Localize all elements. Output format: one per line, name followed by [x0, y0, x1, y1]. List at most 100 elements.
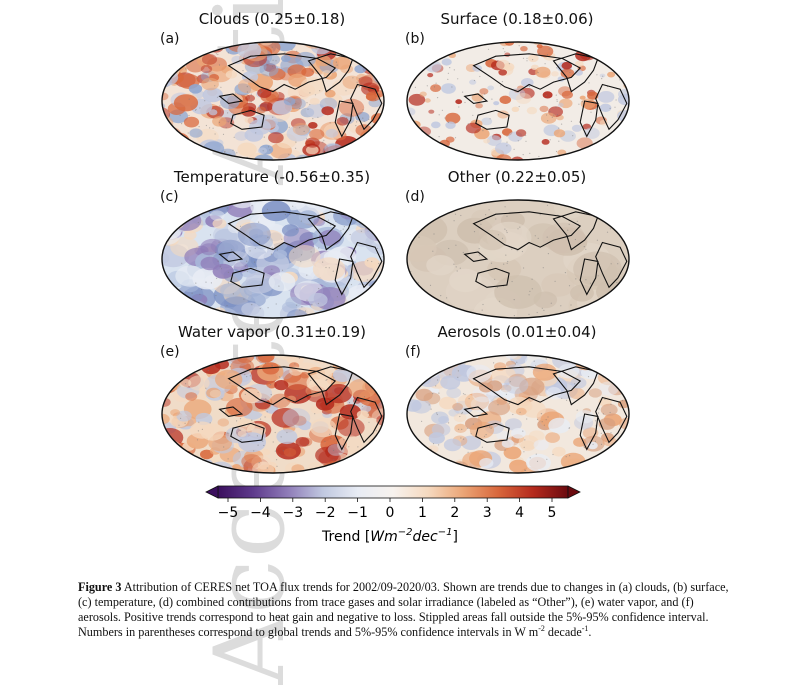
stipple-dot [453, 263, 455, 265]
stipple-dot [174, 371, 176, 373]
stipple-dot [602, 413, 604, 415]
stipple-dot [627, 55, 629, 58]
stipple-dot [462, 91, 464, 93]
trend-patch [339, 98, 365, 117]
stipple-dot [335, 61, 337, 63]
stipple-dot [505, 230, 508, 232]
stipple-dot [179, 460, 181, 462]
coastline [350, 396, 383, 444]
stipple-dot [343, 226, 345, 228]
stipple-dot [254, 247, 256, 249]
stipple-dot [480, 223, 482, 225]
stipple-dot [533, 360, 535, 362]
stipple-dot [438, 392, 440, 394]
trend-patch [356, 410, 369, 419]
trend-patch [188, 375, 210, 391]
stipple-dot [492, 135, 494, 137]
trend-patch [620, 69, 629, 80]
trend-patch [373, 154, 384, 160]
stipple-dot [506, 231, 508, 234]
stipple-dot [457, 78, 459, 80]
stipple-dot [561, 355, 563, 357]
coastline [227, 53, 337, 93]
trend-patch [488, 399, 511, 416]
trend-patch [602, 200, 629, 223]
trend-patch [498, 69, 507, 76]
stipple-dot [583, 208, 585, 210]
trend-patch [407, 122, 414, 131]
trend-patch [444, 42, 456, 48]
stipple-dot [538, 53, 540, 55]
stipple-dot [288, 153, 290, 155]
stipple-dot [517, 140, 519, 142]
trend-patch [212, 218, 227, 229]
stipple-dot [348, 402, 351, 404]
stipple-dot [429, 218, 431, 220]
trend-patch [345, 355, 366, 362]
stipple-dot [558, 127, 560, 129]
stipple-dot [624, 62, 627, 65]
stipple-dot [354, 41, 355, 42]
stipple-dot [552, 319, 553, 320]
stipple-dot [462, 393, 465, 395]
stipple-dot [251, 419, 253, 421]
stipple-dot [621, 452, 623, 454]
trend-patch [571, 42, 579, 44]
stipple-dot [521, 250, 523, 253]
stipple-dot [255, 267, 257, 269]
stipple-dot [497, 60, 499, 62]
stipple-dot [203, 204, 206, 207]
stipple-dot [300, 220, 302, 222]
stipple-dot [262, 150, 264, 152]
stipple-dot [336, 296, 338, 298]
trend-patch [360, 298, 375, 308]
stipple-dot [296, 304, 298, 306]
stipple-dot [461, 428, 463, 430]
stipple-dot [584, 51, 586, 53]
stipple-dot [407, 463, 409, 466]
map-border [406, 199, 630, 319]
map-border [161, 199, 385, 319]
stipple-dot [570, 304, 572, 306]
stipple-dot [342, 228, 344, 230]
stipple-dot [374, 460, 376, 462]
stipple-dot [430, 448, 432, 450]
stipple-dot [365, 371, 367, 373]
trend-patch [535, 66, 551, 78]
stipple-dot [628, 458, 629, 460]
stipple-dot [601, 357, 603, 359]
trend-patch [172, 210, 202, 231]
stipple-dot [246, 156, 248, 158]
stipple-dot [528, 294, 530, 296]
stipple-dot [421, 420, 423, 422]
stipple-dot [616, 282, 618, 284]
stipple-dot [434, 460, 436, 462]
trend-patch [309, 97, 320, 105]
stipple-dot [424, 371, 426, 373]
trend-patch [201, 77, 219, 91]
stipple-dot [210, 356, 212, 358]
trend-patch [453, 413, 467, 423]
stipple-dot [546, 458, 548, 460]
stipple-dot [246, 115, 248, 117]
trend-patch [478, 229, 507, 251]
stipple-dot [444, 117, 446, 119]
stipple-dot [513, 148, 515, 150]
stipple-dot [299, 108, 301, 110]
trend-patch [352, 145, 367, 156]
stipple-dot [609, 411, 611, 414]
stipple-dot [503, 263, 505, 265]
stipple-dot [479, 75, 481, 78]
stipple-dot [226, 432, 228, 434]
stipple-dot [494, 472, 497, 473]
stipple-dot [187, 132, 189, 134]
trend-patch [226, 397, 253, 417]
trend-patch [189, 200, 203, 205]
stipple-dot [306, 299, 308, 301]
stipple-dot [432, 443, 435, 445]
stipple-dot [569, 71, 571, 74]
trend-patch [182, 42, 198, 46]
stipple-dot [549, 139, 551, 141]
trend-patch [600, 403, 618, 416]
stipple-dot [348, 446, 350, 448]
